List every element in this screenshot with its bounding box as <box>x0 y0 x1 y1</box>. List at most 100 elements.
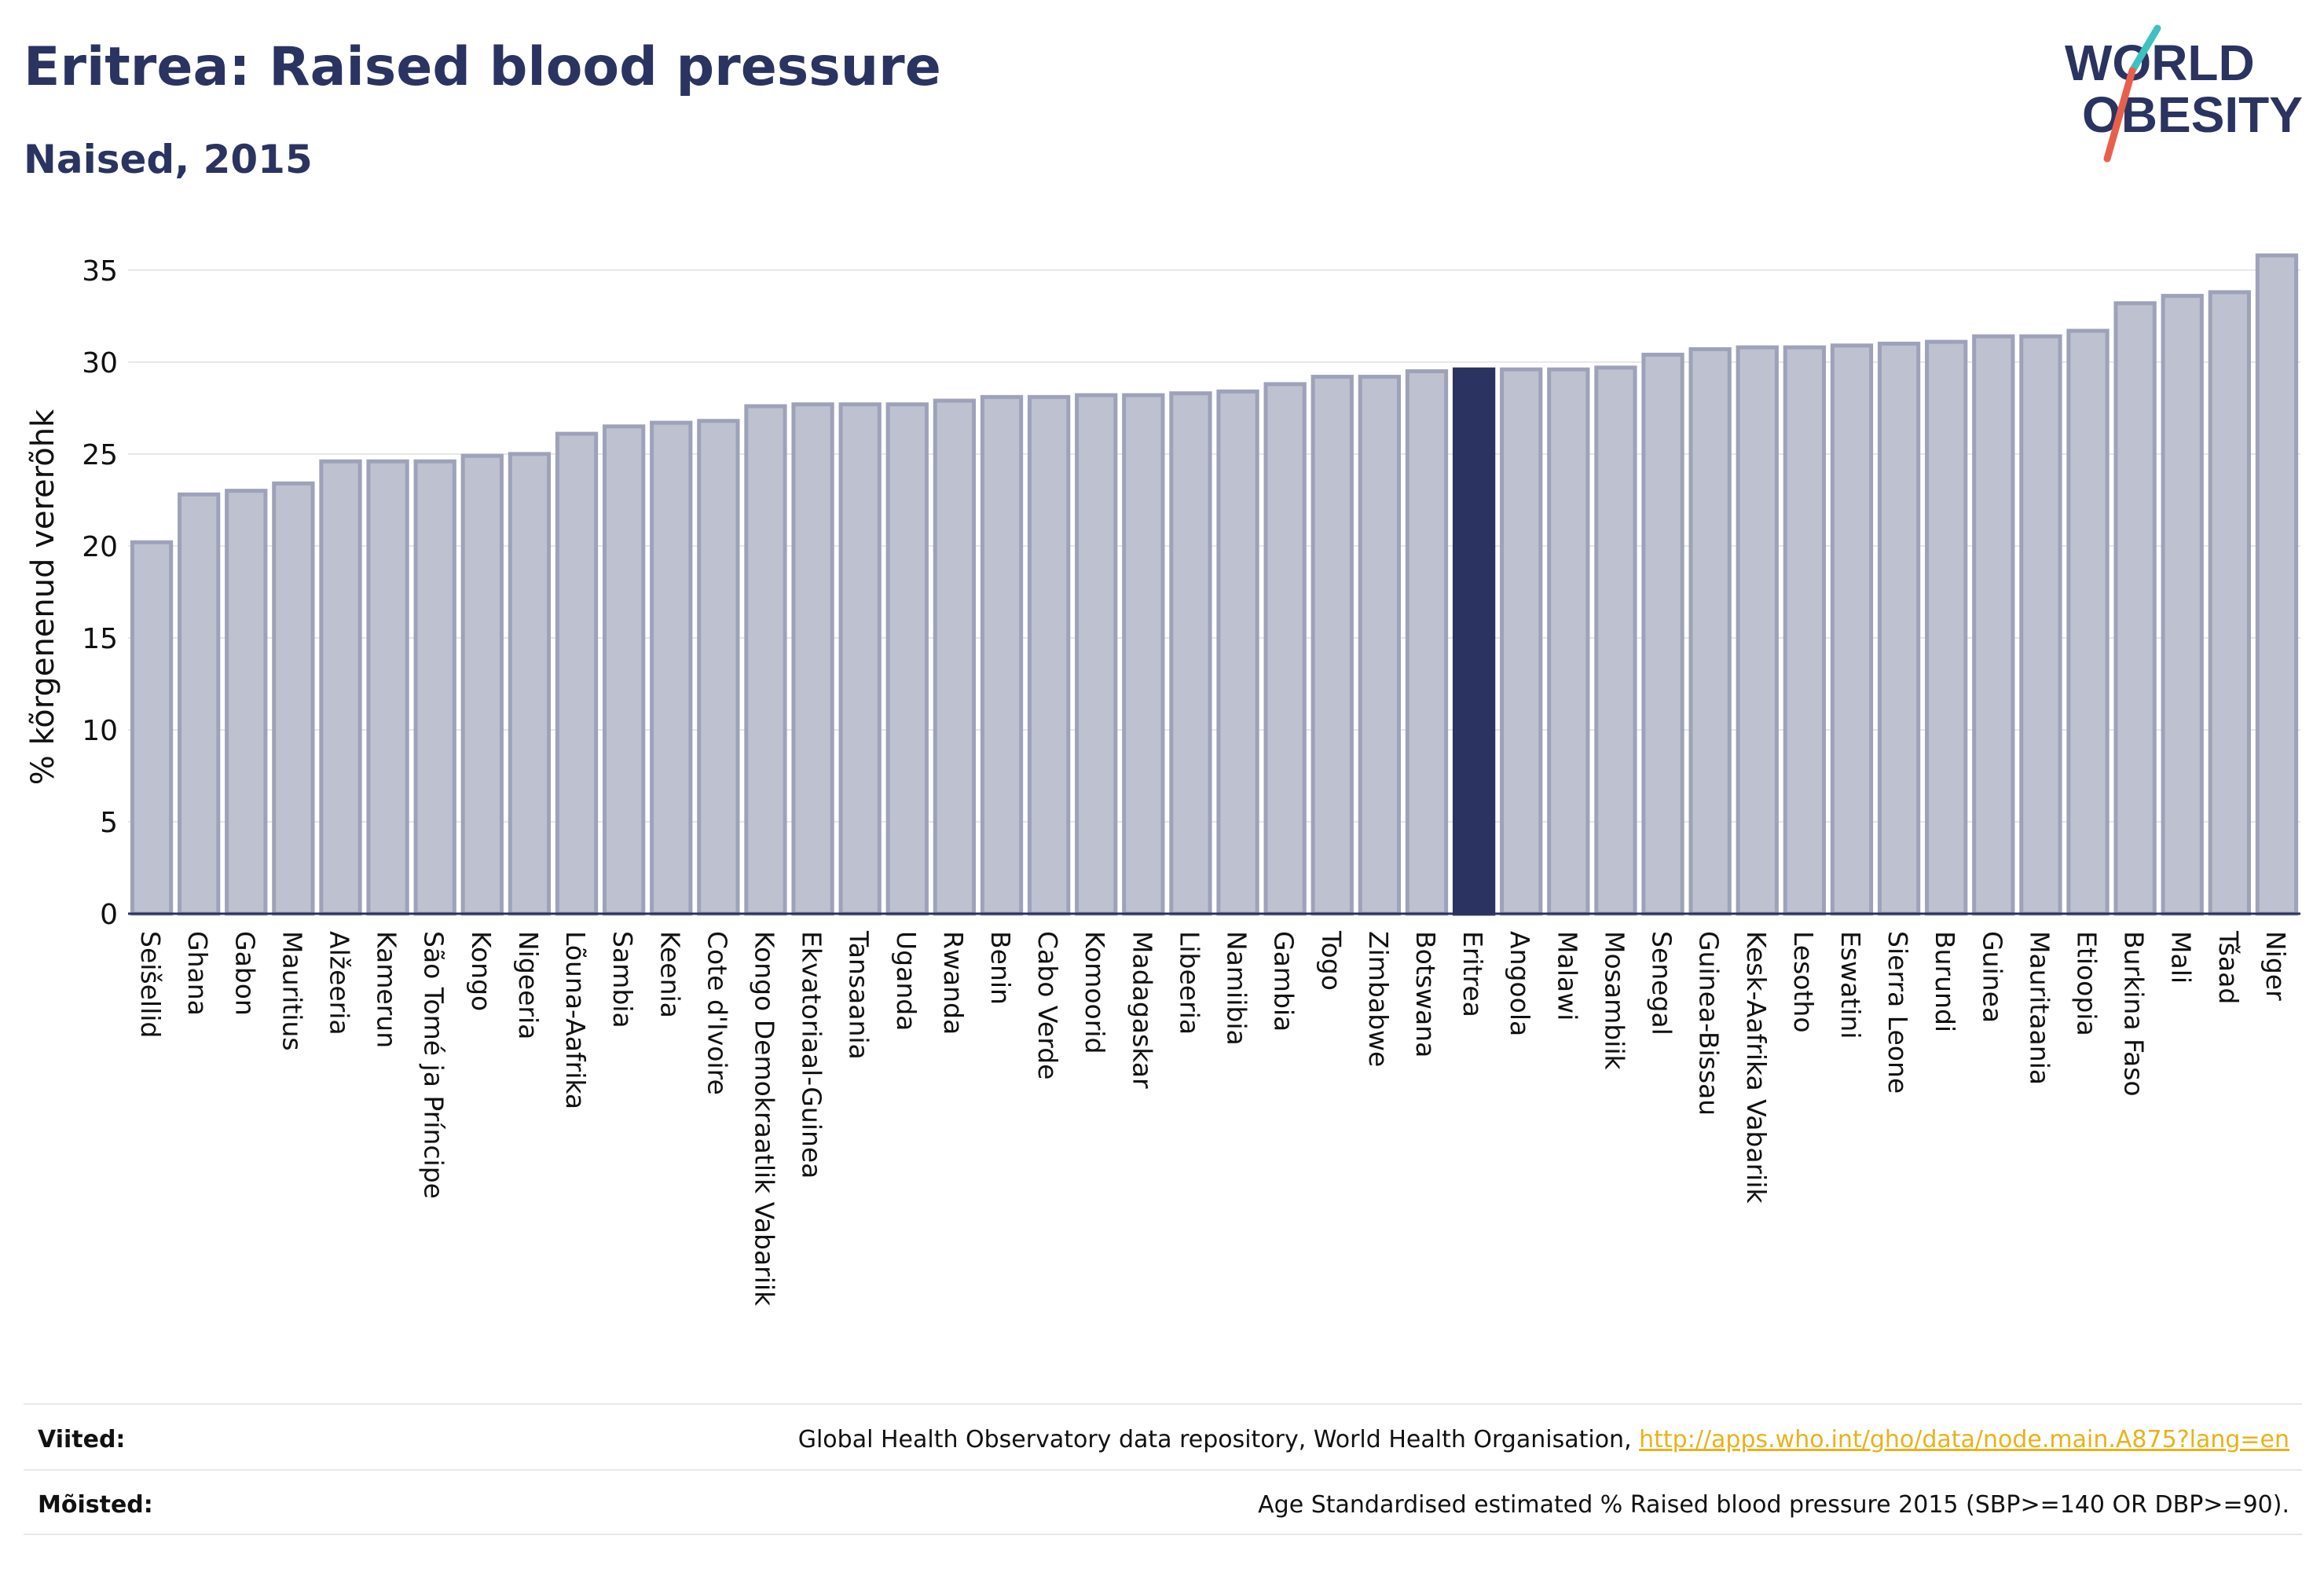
y-tick-label: 0 <box>100 899 118 931</box>
bar <box>1925 339 1968 916</box>
bar <box>413 459 456 916</box>
footer-divider-bottom <box>24 1534 2302 1535</box>
bar <box>1547 367 1590 916</box>
x-tick-label: Namiibia <box>1222 931 1252 1046</box>
x-tick-label: Senegal <box>1647 931 1677 1035</box>
footer-divider-middle <box>24 1469 2302 1471</box>
bar <box>1783 345 1827 916</box>
bar-chart: 0 5 10 15 20 25 30 35 Seišellid Ghana Gabon Maurit… <box>25 253 2300 1307</box>
y-tick-label: 10 <box>82 715 118 747</box>
x-tick-label: Kamerun <box>372 931 402 1048</box>
y-tick-label: 35 <box>82 255 118 288</box>
x-tick-label: Ghana <box>182 931 213 1016</box>
bar <box>1500 367 1543 916</box>
bar <box>697 419 740 916</box>
bars <box>130 253 2299 916</box>
x-tick-label: Sierra Leone <box>1882 931 1913 1094</box>
y-tick-label: 20 <box>82 531 118 563</box>
x-tick-label: Togo <box>1316 930 1347 991</box>
bar <box>1594 365 1637 916</box>
x-tick-label: Angoola <box>1505 931 1535 1036</box>
y-tick-label: 15 <box>82 623 118 655</box>
x-tick-label: Etioopia <box>2072 931 2102 1036</box>
y-tick-label: 5 <box>100 807 118 839</box>
bar <box>1830 343 1874 916</box>
y-axis-title: % kõrgenenud vererõhk <box>25 409 61 785</box>
world-obesity-logo: WORLD OBESITY <box>2065 24 2302 163</box>
logo-slash-teal <box>2128 24 2161 75</box>
bar <box>2255 253 2299 916</box>
x-tick-label: Gambia <box>1269 931 1299 1032</box>
x-tick-label: Madagaskar <box>1127 931 1157 1089</box>
x-tick-label: Kongo Demokraatlik Vabariik <box>749 931 779 1307</box>
x-tick-label: Guinea <box>1977 931 2007 1023</box>
bar <box>791 402 834 916</box>
bar <box>2066 328 2110 916</box>
x-tick-label: Seišellid <box>135 931 166 1038</box>
bar <box>1405 369 1449 916</box>
bar <box>1972 334 2015 916</box>
bar <box>319 459 362 916</box>
bar <box>602 424 646 916</box>
x-tick-label: Tansaania <box>844 930 874 1060</box>
x-tick-label: Eritrea <box>1457 931 1488 1017</box>
x-tick-label: Benin <box>985 931 1016 1005</box>
x-tick-label: Lesotho <box>1788 931 1819 1033</box>
y-tick-label: 25 <box>82 439 118 471</box>
bar <box>744 404 787 916</box>
x-tick-label: São Tomé ja Príncipe <box>419 931 449 1199</box>
bar <box>1027 394 1071 916</box>
bar <box>2208 290 2251 916</box>
x-tick-label: Nigeeria <box>513 931 544 1039</box>
x-tick-label: Guinea-Bissau <box>1694 931 1725 1116</box>
sources-citation: Global Health Observatory data repositor… <box>797 1426 1640 1453</box>
x-tick-label: Burundi <box>1930 931 1960 1032</box>
y-tick-label: 30 <box>82 347 118 379</box>
bar <box>1310 375 1354 916</box>
bar <box>1216 389 1259 916</box>
logo-line-1: WORLD <box>2065 35 2255 91</box>
x-axis-labels: Seišellid Ghana Gabon Mauritius Alžeeria Kame… <box>135 930 2291 1307</box>
bar <box>1736 345 1779 916</box>
bar <box>980 394 1024 916</box>
x-tick-label: Keenia <box>654 931 685 1018</box>
sources-link[interactable]: http://apps.who.int/gho/data/node.main.A… <box>1639 1426 2289 1453</box>
x-tick-label: Cabo Verde <box>1032 931 1063 1079</box>
bar <box>885 402 929 916</box>
bar <box>130 540 174 916</box>
bar <box>508 452 552 916</box>
x-tick-label: Mauritaania <box>2024 931 2055 1085</box>
bar <box>2113 301 2157 916</box>
bar <box>225 489 268 916</box>
y-axis-ticks: 0 5 10 15 20 25 30 35 <box>82 255 118 931</box>
x-tick-label: Eswatini <box>1835 931 1866 1039</box>
x-tick-label: Rwanda <box>938 931 969 1035</box>
bar <box>1641 352 1684 916</box>
sources-text: Global Health Observatory data repositor… <box>798 1426 2289 1453</box>
bar <box>178 492 221 916</box>
x-tick-label: Cote d'Ivoire <box>702 931 732 1095</box>
x-tick-label: Alžeeria <box>324 931 354 1035</box>
x-tick-label: Mali <box>2166 931 2197 984</box>
sources-label: Viited: <box>38 1426 126 1453</box>
x-tick-label: Mauritius <box>277 931 307 1051</box>
bar <box>272 481 315 916</box>
x-tick-label: Burkina Faso <box>2119 931 2150 1097</box>
x-tick-label: Uganda <box>891 931 922 1031</box>
bar <box>933 398 977 916</box>
bar <box>1122 393 1165 916</box>
x-tick-label: Malawi <box>1552 931 1582 1021</box>
chart-title: Eritrea: Raised blood pressure <box>24 36 941 98</box>
x-tick-label: Libeeria <box>1174 931 1204 1035</box>
bar <box>838 402 882 916</box>
x-tick-label: Gabon <box>229 931 260 1016</box>
x-tick-label: Ekvatoriaal-Guinea <box>797 931 827 1178</box>
definitions-text: Age Standardised estimated % Raised bloo… <box>1258 1491 2289 1519</box>
bar <box>366 459 409 916</box>
bar <box>460 453 504 916</box>
bar <box>555 431 599 916</box>
x-tick-label: Kongo <box>466 931 497 1011</box>
x-tick-label: Lõuna-Aafrika <box>560 931 591 1109</box>
bar <box>1358 375 1402 916</box>
chart-subtitle: Naised, 2015 <box>24 137 313 182</box>
